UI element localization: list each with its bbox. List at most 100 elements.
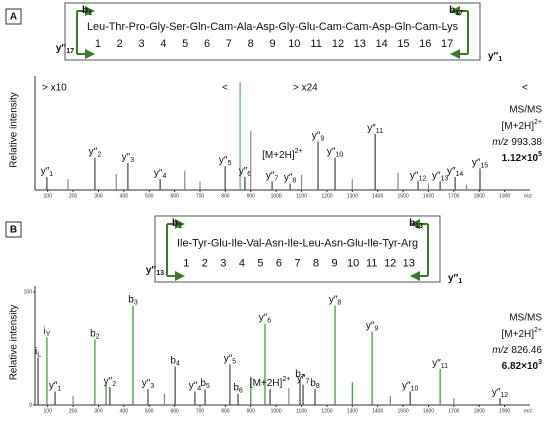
label-part: 5: [227, 161, 231, 168]
label-part: 4: [176, 361, 180, 368]
label-part: 1.12×10: [502, 153, 539, 164]
x-tick-label: 1200: [321, 408, 332, 414]
panel-label: B: [10, 225, 17, 236]
panel-label: A: [10, 12, 17, 23]
label-part: 14: [455, 171, 463, 178]
label-part: y″: [312, 130, 321, 141]
x-tick-label: 300: [94, 193, 103, 199]
label-part: 6: [267, 318, 271, 325]
x-tick-label: 800: [221, 193, 230, 199]
label-part: 11: [376, 128, 383, 135]
label-part: m/z: [492, 137, 508, 148]
peak-label: y″3: [142, 378, 155, 391]
label-part: L: [37, 352, 41, 359]
y-axis-title: Relative intensity: [9, 92, 20, 168]
residue-number: 17: [441, 38, 453, 50]
label-part: y″: [297, 373, 306, 384]
y-axis-title: Relative intensity: [9, 305, 20, 381]
label-part: b: [310, 378, 316, 389]
peak-label: y″2: [89, 146, 102, 159]
x-tick-label: 200: [69, 408, 78, 414]
x-tick-label: 500: [145, 408, 154, 414]
label-part: 10: [335, 152, 343, 159]
label-part: y″: [488, 51, 499, 62]
label-part: 2: [96, 334, 100, 341]
info-mode: MS/MS: [509, 313, 542, 324]
label-part: 2+: [295, 148, 303, 155]
peak-label: y″13: [432, 170, 448, 183]
label-part: y″: [432, 357, 441, 368]
peak-label: y″10: [327, 146, 343, 159]
peak-label: y″10: [402, 380, 418, 393]
sequence: Leu-Thr-Pro-Gly-Ser-Gln-Cam-Ala-Asp-Gly-…: [87, 21, 458, 33]
ion-label: y″17: [56, 43, 74, 56]
peak-label: [M+2H]2+: [262, 148, 303, 160]
x-tick-label: 1800: [474, 408, 485, 414]
label-part: 3: [130, 157, 134, 164]
label-part: 1: [498, 56, 502, 63]
residue-number: 14: [375, 38, 387, 50]
label-part: y″: [239, 166, 248, 177]
label-part: 2+: [282, 377, 290, 384]
label-part: 1: [49, 171, 53, 178]
residue-number: 2: [117, 38, 123, 50]
label-part: 2: [112, 381, 116, 388]
label-part: y″: [410, 170, 419, 181]
annotation: <: [222, 83, 228, 94]
x-tick-label: 600: [170, 408, 179, 414]
peak-label: y″12: [410, 170, 426, 183]
x-tick-label: 500: [145, 193, 154, 199]
label-part: y″: [327, 146, 336, 157]
x-tick-label: 800: [221, 408, 230, 414]
peak-label: y″6: [239, 166, 252, 179]
label-part: 1: [88, 10, 92, 17]
peak-label: b5: [200, 378, 210, 391]
label-part: 1: [178, 223, 182, 230]
label-part: y″: [189, 380, 198, 391]
x-tick-label: 1400: [372, 193, 383, 199]
sequence: Ile-Tyr-Glu-Ile-Val-Asn-Ile-Leu-Asn-Glu-…: [177, 238, 418, 250]
label-part: i: [43, 326, 45, 337]
label-part: b: [200, 378, 206, 389]
x-axis-title: m/z: [524, 408, 533, 414]
label-part: y″: [224, 353, 233, 364]
peak-label: y″8: [284, 172, 297, 185]
x-tick-label: 1000: [271, 193, 282, 199]
ion-label: b1: [82, 5, 92, 18]
x-tick-label: 1100: [296, 193, 307, 199]
peak-label: y″15: [472, 157, 488, 170]
label-part: b: [90, 328, 96, 339]
x-axis-title: m/z: [524, 193, 533, 199]
label-part: y″: [366, 320, 375, 331]
x-tick-label: 100: [44, 193, 53, 199]
residue-number: 4: [160, 38, 166, 50]
ion-label: b1: [172, 218, 182, 231]
ion-label: y″13: [146, 265, 164, 278]
x-tick-label: 1600: [423, 193, 434, 199]
label-part: 4: [162, 174, 166, 181]
label-part: y″: [56, 43, 67, 54]
peak-label: y″12: [492, 387, 508, 400]
residue-number: 4: [239, 257, 245, 269]
residue-number: 1: [95, 38, 101, 50]
residue-number: 11: [310, 38, 321, 50]
panel-label-box: [5, 8, 22, 25]
peak-label: y″4: [189, 380, 202, 393]
peak-label: y″3: [122, 152, 135, 165]
label-part: [M+2H]: [502, 121, 535, 132]
label-part: y″: [89, 146, 98, 157]
label-part: 11: [441, 363, 448, 370]
residue-number: 13: [403, 257, 415, 269]
x-tick-label: 1400: [372, 408, 383, 414]
x-tick-label: 1900: [499, 193, 510, 199]
label-part: 7: [301, 374, 305, 381]
peak-label: y″9: [366, 320, 379, 333]
residue-number: 8: [313, 257, 319, 269]
peak-label: b7: [295, 369, 305, 382]
label-part: y″: [329, 294, 338, 305]
residue-number: 9: [269, 38, 275, 50]
sequence-box: [64, 2, 481, 61]
label-part: b: [409, 218, 415, 229]
label-part: 3: [134, 300, 138, 307]
x-tick-label: 600: [170, 193, 179, 199]
